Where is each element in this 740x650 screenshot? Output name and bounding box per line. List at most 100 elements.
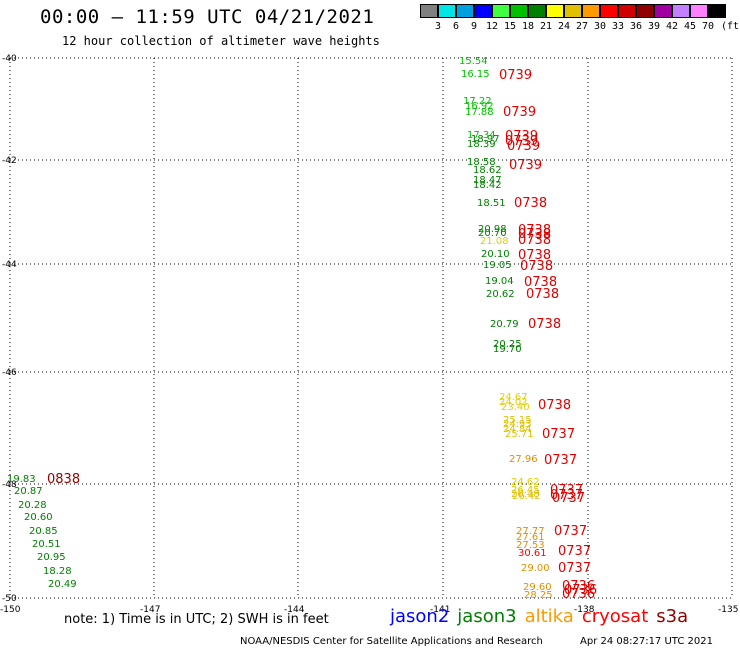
- scale-label: 27: [575, 21, 589, 32]
- scale-swatch: [672, 4, 690, 18]
- wave-height-label: 24.02: [499, 397, 528, 408]
- pass-time-label: 0737: [550, 488, 583, 503]
- scale-label: 42: [665, 21, 679, 32]
- scale-label: 12: [485, 21, 499, 32]
- scale-label: 6: [452, 21, 460, 32]
- wave-height-label: 19.70: [493, 344, 522, 355]
- wave-height-label: 20.25: [493, 339, 522, 350]
- scale-swatch: [708, 4, 726, 18]
- lon-tick-label: -141: [430, 605, 450, 615]
- wave-height-label: 20.98: [478, 224, 507, 235]
- wave-height-label: 26.48: [511, 489, 540, 500]
- scale-swatch: [582, 4, 600, 18]
- pass-time-label: 0739: [505, 134, 538, 149]
- wave-height-label: 17.88: [465, 107, 494, 118]
- scale-swatch: [690, 4, 708, 18]
- wave-height-label: 18.62: [473, 165, 502, 176]
- wave-height-label: 20.62: [486, 289, 515, 300]
- scale-label: 15: [503, 21, 517, 32]
- pass-time-label: 0737: [558, 561, 591, 576]
- wave-height-label: 20.79: [490, 319, 519, 330]
- pass-time-label: 0738: [518, 233, 551, 248]
- wave-height-label: 20.87: [14, 486, 43, 497]
- legend-satellite: altika: [524, 606, 574, 627]
- footer-credit: NOAA/NESDIS Center for Satellite Applica…: [240, 636, 543, 647]
- scale-swatch: [510, 4, 528, 18]
- wave-height-label: 16.15: [461, 69, 490, 80]
- lon-tick-label: -147: [140, 605, 160, 615]
- pass-time-label: 0737: [552, 491, 585, 506]
- lat-tick-label: -48: [2, 480, 17, 490]
- legend-satellite: jason2: [390, 606, 450, 627]
- lon-tick-label: -144: [284, 605, 305, 615]
- scale-swatch: [546, 4, 564, 18]
- pass-time-label: 0738: [518, 223, 551, 238]
- pass-time-label: 0736: [562, 587, 595, 602]
- wave-height-label: 18.39: [467, 139, 496, 150]
- wave-height-label: 25.15: [503, 415, 532, 426]
- scale-label: 3: [434, 21, 442, 32]
- wave-height-label: 18.42: [473, 180, 502, 191]
- wave-height-label: 20.49: [48, 579, 77, 590]
- wave-height-label: 29.60: [523, 582, 552, 593]
- wave-height-label: 27.96: [509, 454, 538, 465]
- pass-time-label: 0738: [528, 317, 561, 332]
- wave-height-label: 20.70: [478, 228, 507, 239]
- scale-swatch: [420, 4, 438, 18]
- wave-height-label: 19.83: [7, 474, 36, 485]
- pass-time-label: 0738: [520, 259, 553, 274]
- scale-swatch: [600, 4, 618, 18]
- scale-label: 30: [593, 21, 607, 32]
- pass-time-label: 0739: [503, 105, 536, 120]
- legend-satellite: jason3: [457, 606, 517, 627]
- scale-label: 33: [611, 21, 625, 32]
- wave-height-label: 28.25: [524, 590, 553, 601]
- timestamp: Apr 24 08:27:17 UTC 2021: [580, 636, 713, 647]
- scale-swatch: [618, 4, 636, 18]
- pass-time-label: 0738: [524, 275, 557, 290]
- page-title: 00:00 – 11:59 UTC 04/21/2021: [40, 6, 375, 28]
- note-text: note: 1) Time is in UTC; 2) SWH is in fe…: [64, 612, 329, 627]
- wave-height-label: 27.61: [516, 532, 545, 543]
- lat-tick-label: -40: [2, 54, 17, 64]
- pass-time-label: 0737: [558, 544, 591, 559]
- wave-height-label: 17.22: [463, 96, 492, 107]
- pass-time-label: 0738: [518, 248, 551, 263]
- wave-height-label: 19.04: [485, 276, 514, 287]
- wave-height-label: 16.92: [465, 101, 494, 112]
- pass-time-label: 0737: [544, 453, 577, 468]
- wave-height-label: 26.45: [511, 485, 540, 496]
- scale-label: 21: [539, 21, 553, 32]
- scale-swatch: [564, 4, 582, 18]
- wave-height-label: 18.97: [471, 134, 500, 145]
- scale-swatch: [636, 4, 654, 18]
- scale-label: 39: [647, 21, 661, 32]
- lon-tick-label: -138: [574, 605, 595, 615]
- pass-time-label: 0737: [550, 483, 583, 498]
- wave-height-label: 24.93: [503, 419, 532, 430]
- pass-time-label: 0739: [505, 129, 538, 144]
- scale-swatch: [474, 4, 492, 18]
- scale-label: 70: [701, 21, 715, 32]
- page-subtitle: 12 hour collection of altimeter wave hei…: [62, 34, 380, 48]
- pass-time-label: 0736: [562, 579, 595, 594]
- pass-time-label: 0738: [526, 287, 559, 302]
- wave-height-label: 18.51: [477, 198, 506, 209]
- lat-tick-label: -42: [2, 156, 17, 166]
- lat-tick-label: -44: [2, 260, 17, 270]
- scale-label: 36: [629, 21, 643, 32]
- wave-height-label: 19.05: [483, 260, 512, 271]
- pass-time-label: 0838: [47, 472, 80, 487]
- wave-height-label: 21.08: [480, 236, 509, 247]
- scale-swatch: [654, 4, 672, 18]
- pass-time-label: 0739: [499, 68, 532, 83]
- scale-label: 9: [470, 21, 478, 32]
- lon-tick-label: -135: [718, 605, 738, 615]
- scale-swatch: [492, 4, 510, 18]
- wave-height-label: 27.77: [516, 526, 545, 537]
- scale-unit: (ft): [720, 21, 740, 32]
- scale-swatch: [438, 4, 456, 18]
- lat-tick-label: -46: [2, 368, 17, 378]
- wave-height-label: 26.42: [512, 491, 541, 502]
